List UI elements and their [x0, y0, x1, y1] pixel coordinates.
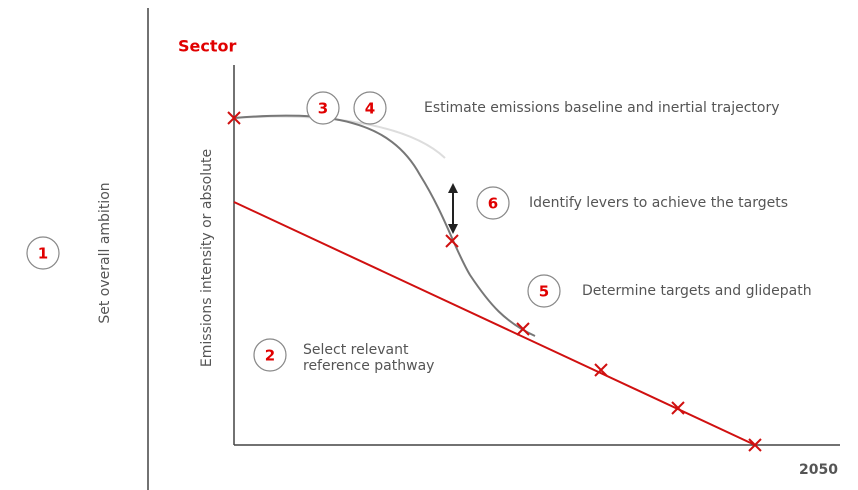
step-badge [476, 186, 510, 220]
step-badge [26, 236, 60, 270]
reference-pathway [233, 201, 756, 446]
step-label: Determine targets and glidepath [582, 283, 812, 299]
cross [748, 438, 762, 452]
step-label: Set overall ambition [97, 182, 113, 323]
step-label: reference pathway [303, 358, 434, 374]
step-number: 2 [265, 347, 275, 365]
step-number: 1 [38, 245, 48, 263]
crosses [227, 111, 762, 452]
step-number: 5 [539, 283, 549, 301]
inertial-trajectory [233, 115, 446, 159]
sector-title: Sector [178, 37, 237, 56]
cross [594, 363, 608, 377]
step-badge [306, 91, 340, 125]
step-badge [527, 274, 561, 308]
step-badge [353, 91, 387, 125]
step-label: Select relevant [303, 342, 409, 358]
step-label: Estimate emissions baseline and inertial… [424, 100, 780, 116]
cross [516, 322, 530, 336]
step-label: Identify levers to achieve the targets [529, 195, 788, 211]
step-number: 4 [365, 100, 375, 118]
step-number: 3 [318, 100, 328, 118]
cross [671, 401, 685, 415]
baseline-curve [233, 114, 536, 337]
step-number: 6 [488, 195, 498, 213]
step-badge [253, 338, 287, 372]
y-axis-label: Emissions intensity or absolute [199, 149, 215, 367]
cross [445, 234, 459, 248]
x-axis-end-label: 2050 [799, 462, 838, 478]
cross [227, 111, 241, 125]
